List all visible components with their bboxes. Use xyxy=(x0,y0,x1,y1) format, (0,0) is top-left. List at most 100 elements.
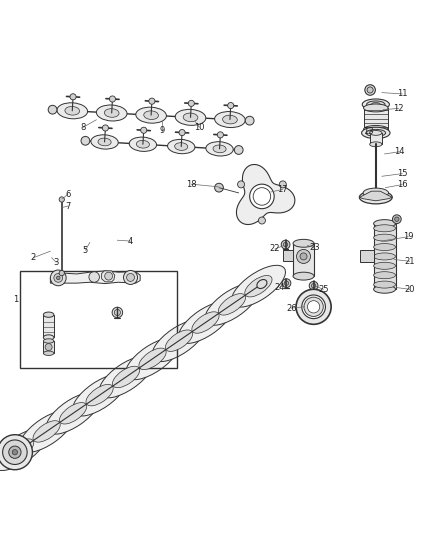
Ellipse shape xyxy=(231,265,286,307)
Ellipse shape xyxy=(374,220,396,228)
Ellipse shape xyxy=(136,140,149,148)
Circle shape xyxy=(228,102,234,109)
Circle shape xyxy=(250,184,274,209)
Text: 11: 11 xyxy=(397,90,407,99)
Ellipse shape xyxy=(206,142,233,156)
Text: 24: 24 xyxy=(274,283,285,292)
Circle shape xyxy=(253,188,271,205)
Text: 13: 13 xyxy=(364,127,374,136)
Circle shape xyxy=(9,446,21,458)
Text: 6: 6 xyxy=(65,190,71,199)
Bar xyxy=(43,314,54,337)
Circle shape xyxy=(217,132,223,138)
Text: 1: 1 xyxy=(13,295,18,304)
Ellipse shape xyxy=(374,262,396,269)
Ellipse shape xyxy=(175,143,188,150)
Ellipse shape xyxy=(374,272,396,279)
Circle shape xyxy=(50,270,66,286)
Circle shape xyxy=(284,281,289,285)
Ellipse shape xyxy=(43,312,54,317)
Text: 21: 21 xyxy=(404,257,415,266)
Bar xyxy=(364,108,388,130)
Circle shape xyxy=(12,449,18,455)
Ellipse shape xyxy=(293,272,314,280)
Polygon shape xyxy=(360,250,374,262)
Circle shape xyxy=(283,243,288,247)
Polygon shape xyxy=(283,250,293,261)
Ellipse shape xyxy=(7,439,34,461)
Polygon shape xyxy=(102,271,115,282)
Circle shape xyxy=(237,181,244,188)
Ellipse shape xyxy=(60,402,87,424)
Text: 23: 23 xyxy=(309,243,320,252)
Circle shape xyxy=(110,96,116,102)
Circle shape xyxy=(365,85,375,95)
Circle shape xyxy=(297,249,311,263)
Circle shape xyxy=(258,217,265,224)
Polygon shape xyxy=(360,191,392,201)
Text: 7: 7 xyxy=(65,201,71,211)
Text: 10: 10 xyxy=(194,123,205,132)
Circle shape xyxy=(302,295,325,319)
Ellipse shape xyxy=(364,125,388,133)
Text: 20: 20 xyxy=(404,285,415,294)
Ellipse shape xyxy=(168,140,195,154)
Ellipse shape xyxy=(0,429,47,471)
Circle shape xyxy=(81,136,90,145)
Text: 18: 18 xyxy=(186,180,197,189)
Ellipse shape xyxy=(98,138,111,146)
Ellipse shape xyxy=(374,253,396,260)
Ellipse shape xyxy=(215,111,245,127)
Ellipse shape xyxy=(374,285,396,293)
Ellipse shape xyxy=(359,191,392,204)
Circle shape xyxy=(54,273,63,282)
Circle shape xyxy=(309,281,318,290)
Circle shape xyxy=(105,272,113,280)
Bar xyxy=(20,271,177,368)
Ellipse shape xyxy=(372,131,380,135)
Text: 16: 16 xyxy=(397,180,407,189)
Ellipse shape xyxy=(374,244,396,251)
Ellipse shape xyxy=(43,351,54,356)
Circle shape xyxy=(282,279,291,287)
Ellipse shape xyxy=(361,127,390,139)
Ellipse shape xyxy=(91,135,118,149)
Ellipse shape xyxy=(73,374,127,416)
Ellipse shape xyxy=(139,348,166,369)
Text: 15: 15 xyxy=(397,169,407,178)
Ellipse shape xyxy=(65,107,80,115)
Ellipse shape xyxy=(374,234,396,241)
Ellipse shape xyxy=(257,279,267,288)
Circle shape xyxy=(215,183,223,192)
Bar xyxy=(370,133,382,144)
Ellipse shape xyxy=(152,320,206,361)
Bar xyxy=(293,243,314,276)
Ellipse shape xyxy=(125,338,180,379)
Ellipse shape xyxy=(86,384,113,406)
Ellipse shape xyxy=(213,145,226,152)
Text: 2: 2 xyxy=(31,253,36,262)
Circle shape xyxy=(296,289,331,324)
Ellipse shape xyxy=(183,113,198,122)
Text: 14: 14 xyxy=(394,147,405,156)
Ellipse shape xyxy=(129,137,156,151)
Circle shape xyxy=(234,146,243,155)
Ellipse shape xyxy=(33,421,60,442)
Ellipse shape xyxy=(178,302,233,343)
Circle shape xyxy=(311,284,316,288)
Circle shape xyxy=(127,273,134,281)
Ellipse shape xyxy=(46,392,100,434)
Circle shape xyxy=(392,215,401,223)
Circle shape xyxy=(179,130,185,135)
Circle shape xyxy=(102,125,109,131)
Ellipse shape xyxy=(245,276,272,297)
Ellipse shape xyxy=(99,356,153,398)
Ellipse shape xyxy=(293,239,314,247)
Circle shape xyxy=(114,310,120,316)
Circle shape xyxy=(124,270,138,285)
Ellipse shape xyxy=(370,131,382,135)
Ellipse shape xyxy=(367,101,385,108)
Ellipse shape xyxy=(96,105,127,121)
Ellipse shape xyxy=(223,115,237,124)
Circle shape xyxy=(188,100,194,107)
